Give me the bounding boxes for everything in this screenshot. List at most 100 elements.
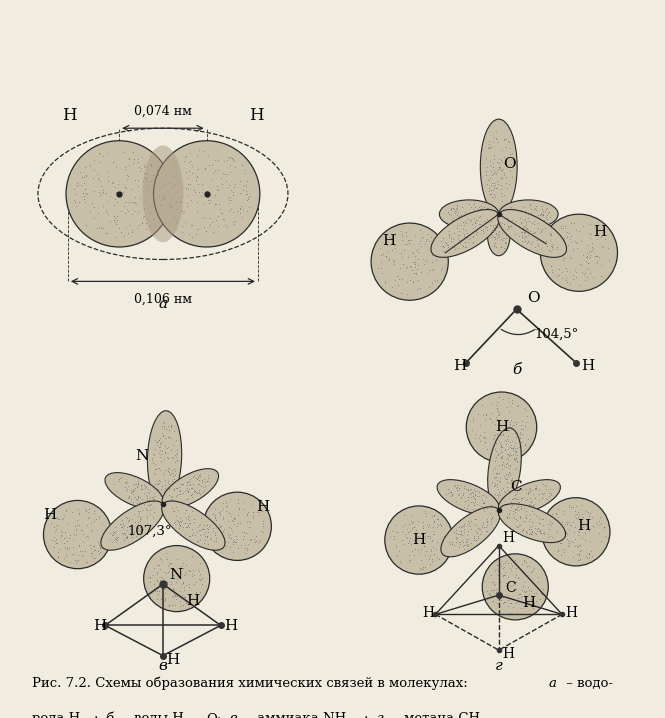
Point <box>484 141 495 153</box>
Point <box>432 241 443 252</box>
Point <box>74 540 84 551</box>
Point <box>108 200 119 211</box>
Point <box>71 514 82 526</box>
Point <box>434 553 444 564</box>
Point <box>428 541 439 552</box>
Point <box>508 212 519 223</box>
Point <box>463 533 473 545</box>
Point <box>503 392 513 404</box>
Point <box>408 276 418 287</box>
Point <box>186 220 196 231</box>
Point <box>460 236 470 248</box>
Point <box>166 421 176 432</box>
Point <box>209 527 220 538</box>
Point <box>495 445 506 457</box>
Point <box>529 215 540 227</box>
Point <box>581 251 591 263</box>
Point <box>188 486 199 498</box>
Point <box>501 233 511 244</box>
Point <box>508 444 519 456</box>
Point <box>177 226 188 238</box>
Point <box>179 569 190 581</box>
Point <box>408 516 418 527</box>
Point <box>245 534 256 546</box>
Point <box>544 490 555 501</box>
Point <box>492 221 503 233</box>
Point <box>478 503 489 514</box>
Point <box>503 420 514 432</box>
Point <box>507 215 517 227</box>
Point <box>155 577 166 589</box>
Point <box>529 202 540 214</box>
Point <box>584 551 595 563</box>
Point <box>562 518 573 530</box>
Point <box>140 218 151 229</box>
Point <box>125 523 136 535</box>
Point <box>160 465 171 476</box>
Point <box>201 185 212 197</box>
Point <box>599 233 610 245</box>
Point <box>499 227 509 238</box>
Point <box>497 157 507 168</box>
Point <box>227 152 237 164</box>
Point <box>186 551 197 562</box>
Point <box>228 534 239 546</box>
Point <box>521 511 531 523</box>
Point <box>508 453 519 465</box>
Point <box>575 258 585 270</box>
Point <box>104 534 115 546</box>
Point <box>524 483 535 495</box>
Point <box>226 195 237 206</box>
Point <box>140 194 151 205</box>
Point <box>401 263 412 274</box>
Point <box>468 533 479 544</box>
Point <box>169 485 180 496</box>
Point <box>110 186 121 197</box>
Point <box>550 235 561 246</box>
Point <box>176 516 187 528</box>
Point <box>164 424 174 436</box>
Point <box>494 217 505 228</box>
Point <box>396 225 406 236</box>
Point <box>148 169 159 181</box>
Point <box>221 222 232 233</box>
Point <box>194 518 205 530</box>
Point <box>515 492 526 503</box>
Point <box>172 200 183 211</box>
Point <box>200 185 211 197</box>
Point <box>396 234 407 246</box>
Point <box>499 569 509 581</box>
Point <box>159 416 170 428</box>
Point <box>427 249 438 261</box>
Point <box>535 518 545 529</box>
Point <box>211 180 222 192</box>
Point <box>506 393 517 405</box>
Point <box>170 448 181 460</box>
Point <box>547 483 558 495</box>
Point <box>485 513 496 525</box>
Point <box>519 217 530 228</box>
Point <box>518 491 529 503</box>
Point <box>489 579 500 591</box>
Point <box>445 538 456 550</box>
Point <box>539 526 549 538</box>
Point <box>594 252 604 264</box>
Point <box>469 493 479 504</box>
Point <box>495 233 506 245</box>
Point <box>142 180 153 191</box>
Point <box>436 264 446 276</box>
Point <box>439 241 450 253</box>
Point <box>485 501 496 513</box>
Point <box>436 263 447 274</box>
Point <box>148 192 159 203</box>
Point <box>479 522 489 533</box>
Point <box>477 209 488 220</box>
Point <box>497 458 507 470</box>
Point <box>389 531 400 542</box>
Point <box>588 520 598 531</box>
Point <box>509 207 519 218</box>
Text: а: а <box>158 297 168 311</box>
Point <box>493 570 504 582</box>
Point <box>516 218 527 229</box>
Point <box>518 567 529 579</box>
